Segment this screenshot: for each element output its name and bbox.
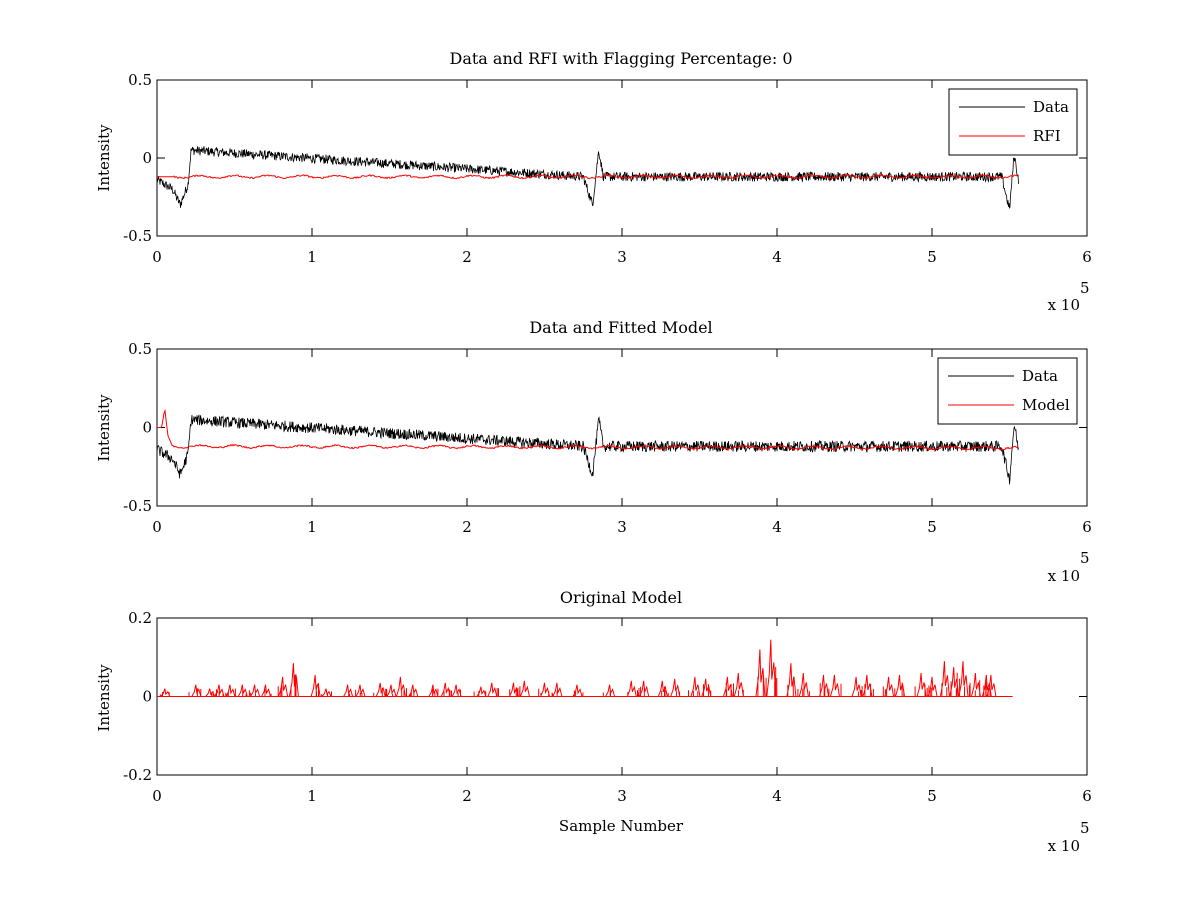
x-tick-label: 4 [772, 518, 782, 536]
y-axis-label: Intensity [95, 394, 113, 462]
x-exponent: 5 [1080, 819, 1090, 837]
x-tick-label: 0 [152, 248, 162, 266]
x-tick-label: 1 [307, 787, 317, 805]
x-tick-label: 4 [772, 787, 782, 805]
plot-area [157, 146, 1019, 209]
x-exponent-label: x 10 [1048, 567, 1080, 585]
x-tick-label: 0 [152, 518, 162, 536]
x-exponent-label: x 10 [1048, 296, 1080, 314]
x-tick-label: 2 [462, 787, 472, 805]
x-tick-label: 5 [927, 248, 937, 266]
y-tick-label: 0 [142, 419, 152, 437]
x-tick-label: 2 [462, 248, 472, 266]
chart-title: Data and RFI with Flagging Percentage: 0 [449, 49, 792, 68]
y-tick-label: -0.2 [123, 766, 152, 784]
x-exponent: 5 [1080, 549, 1090, 567]
x-exponent: 5 [1080, 279, 1090, 297]
plot-area [157, 639, 1013, 697]
legend-entry: RFI [1033, 127, 1061, 145]
series-line-rfi [157, 173, 1019, 180]
x-tick-label: 5 [927, 518, 937, 536]
x-tick-label: 6 [1082, 518, 1092, 536]
series-line-model [157, 408, 1019, 451]
panel-data-and-fitted-model: Data and Fitted Model Intensity x 10 5 0… [95, 318, 1092, 585]
y-tick-label: 0 [142, 688, 152, 706]
legend: Data Model [937, 357, 1078, 425]
x-tick-label: 0 [152, 787, 162, 805]
chart-title: Data and Fitted Model [529, 318, 712, 337]
x-tick-label: 6 [1082, 248, 1092, 266]
y-tick-label: -0.5 [123, 497, 152, 515]
legend-entry: Model [1022, 396, 1070, 414]
y-tick-label: 0.5 [128, 340, 152, 358]
series-line-data [157, 414, 1019, 485]
x-tick-label: 3 [617, 248, 627, 266]
series-line-model [157, 639, 1013, 697]
x-tick-label: 5 [927, 787, 937, 805]
y-tick-label: 0.5 [128, 71, 152, 89]
x-tick-label: 3 [617, 787, 627, 805]
x-axis-label: Sample Number [559, 817, 684, 835]
x-tick-label: 4 [772, 248, 782, 266]
series-line-data [157, 146, 1019, 209]
chart-title: Original Model [560, 588, 682, 607]
panel-data-and-rfi: Data and RFI with Flagging Percentage: 0… [95, 49, 1092, 314]
y-tick-label: -0.5 [123, 227, 152, 245]
y-axis-label: Intensity [95, 124, 113, 192]
y-tick-label: 0 [142, 149, 152, 167]
y-tick-label: 0.2 [128, 609, 152, 627]
x-tick-label: 3 [617, 518, 627, 536]
legend-entry: Data [1022, 367, 1058, 385]
x-tick-label: 2 [462, 518, 472, 536]
y-axis-label: Intensity [95, 664, 113, 732]
legend-entry: Data [1033, 98, 1069, 116]
x-tick-label: 1 [307, 248, 317, 266]
legend-box [937, 357, 1078, 425]
x-tick-label: 6 [1082, 787, 1092, 805]
plot-area [157, 408, 1019, 485]
legend-box [948, 88, 1078, 156]
legend: Data RFI [948, 88, 1078, 156]
x-tick-label: 1 [307, 518, 317, 536]
x-exponent-label: x 10 [1048, 837, 1080, 855]
panel-original-model: Original Model Intensity Sample Number x… [95, 588, 1092, 855]
